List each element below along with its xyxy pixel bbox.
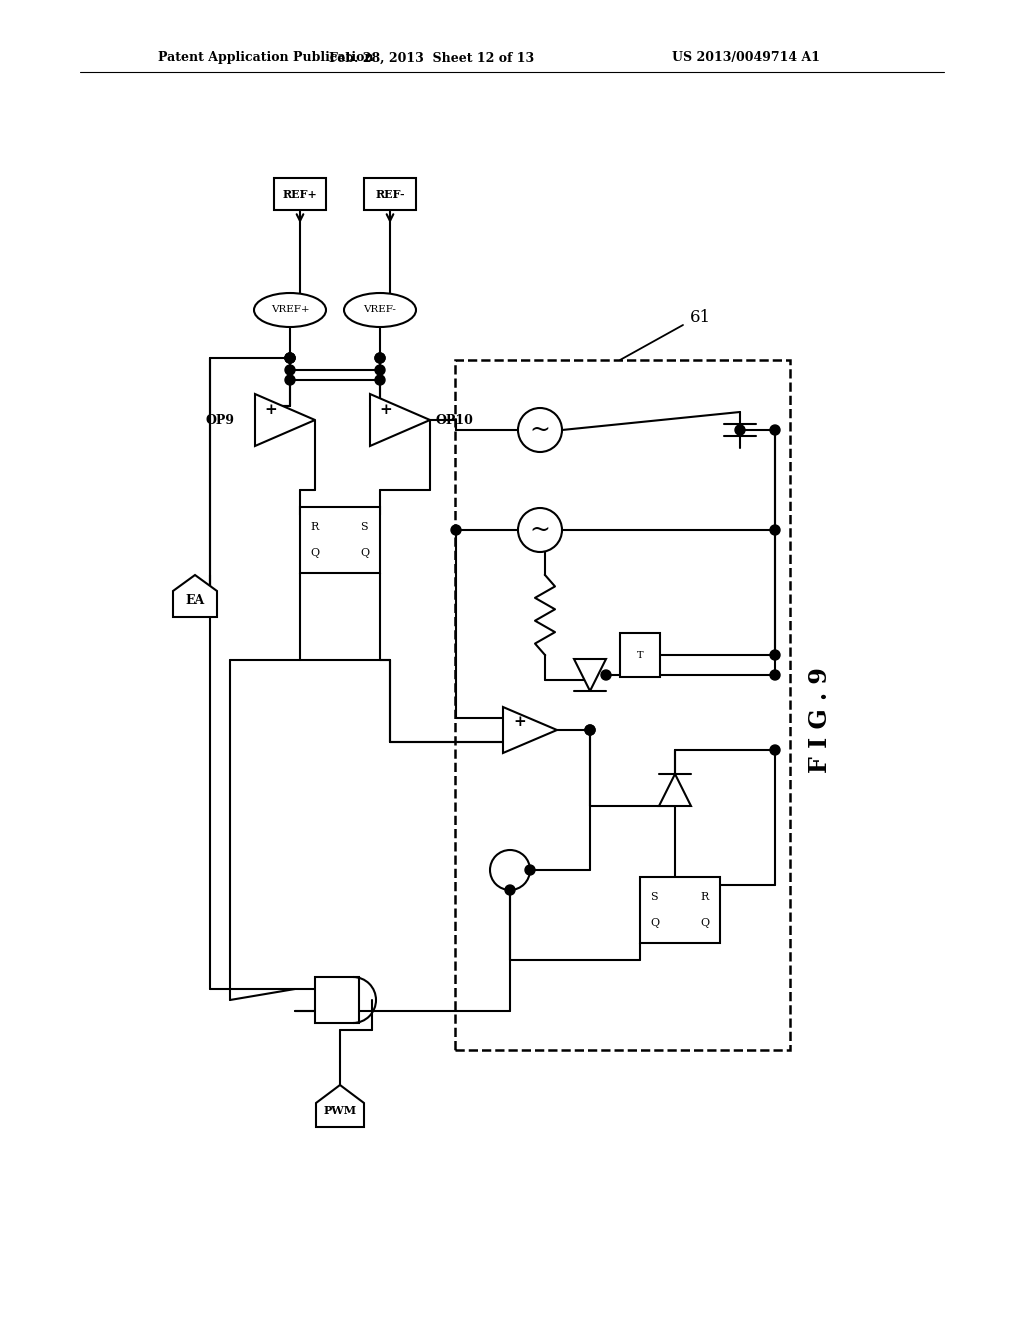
FancyBboxPatch shape [274,178,326,210]
Circle shape [770,671,780,680]
Circle shape [770,425,780,436]
Text: T: T [637,651,643,660]
Circle shape [770,744,780,755]
FancyBboxPatch shape [620,634,660,677]
Text: Q: Q [650,919,659,928]
Circle shape [525,865,535,875]
Circle shape [601,671,611,680]
FancyBboxPatch shape [364,178,416,210]
Circle shape [285,352,295,363]
Polygon shape [503,708,557,752]
Text: ~: ~ [529,519,551,541]
Text: REF-: REF- [375,189,404,199]
Circle shape [285,375,295,385]
Circle shape [505,884,515,895]
Polygon shape [370,393,430,446]
Circle shape [770,525,780,535]
Circle shape [585,725,595,735]
Text: 61: 61 [690,309,711,326]
Text: F I G . 9: F I G . 9 [808,667,831,774]
Text: +: + [514,715,526,729]
Circle shape [375,366,385,375]
Text: VREF-: VREF- [364,305,396,314]
Circle shape [735,425,745,436]
Circle shape [375,375,385,385]
Text: EA: EA [185,594,205,606]
Text: +: + [380,403,392,417]
FancyBboxPatch shape [300,507,380,573]
Circle shape [375,352,385,363]
Ellipse shape [254,293,326,327]
Text: OP10: OP10 [435,413,473,426]
Text: Q: Q [700,919,710,928]
FancyBboxPatch shape [315,977,359,1023]
Ellipse shape [344,293,416,327]
Text: Q: Q [310,549,319,558]
Text: +: + [264,403,278,417]
Polygon shape [574,659,606,690]
Text: US 2013/0049714 A1: US 2013/0049714 A1 [672,51,820,65]
Text: ~: ~ [529,418,551,441]
Text: Feb. 28, 2013  Sheet 12 of 13: Feb. 28, 2013 Sheet 12 of 13 [330,51,535,65]
Text: OP9: OP9 [206,413,234,426]
Polygon shape [255,393,315,446]
Polygon shape [659,774,691,807]
Circle shape [490,850,530,890]
Circle shape [285,366,295,375]
Circle shape [585,725,595,735]
Text: R: R [700,891,709,902]
FancyBboxPatch shape [640,876,720,942]
Circle shape [285,352,295,363]
Text: Q: Q [360,549,369,558]
Text: S: S [360,521,368,532]
Circle shape [518,408,562,451]
Text: REF+: REF+ [283,189,317,199]
Polygon shape [316,1085,364,1127]
Circle shape [518,508,562,552]
Polygon shape [173,576,217,616]
Text: VREF+: VREF+ [270,305,309,314]
Circle shape [770,649,780,660]
Text: PWM: PWM [324,1105,356,1115]
Text: S: S [650,891,657,902]
Circle shape [285,352,295,363]
Text: Patent Application Publication: Patent Application Publication [158,51,374,65]
Circle shape [375,352,385,363]
FancyBboxPatch shape [455,360,790,1049]
Circle shape [451,525,461,535]
Text: R: R [310,521,318,532]
